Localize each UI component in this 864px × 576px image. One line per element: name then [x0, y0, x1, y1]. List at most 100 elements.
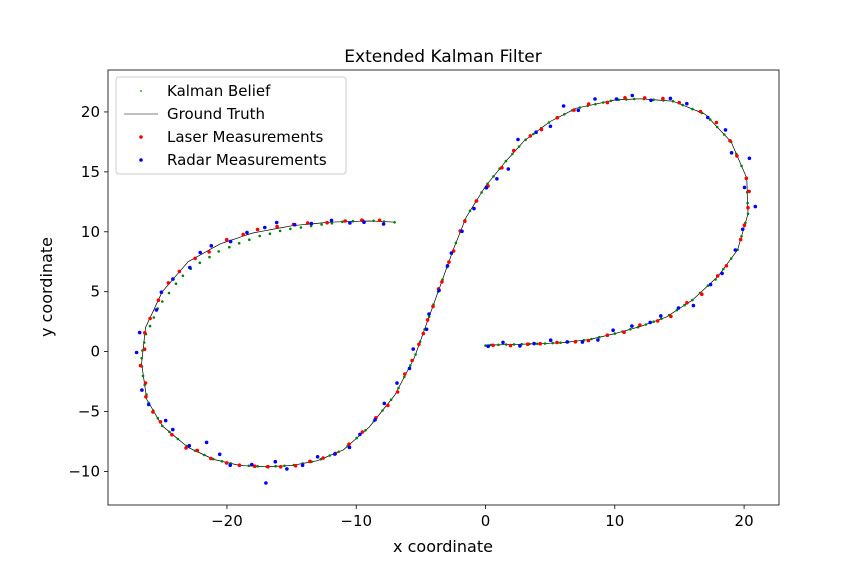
radar-measurement-point — [565, 340, 569, 344]
kalman-belief-point — [504, 343, 508, 346]
laser-measurement-point — [746, 205, 750, 210]
radar-measurement-point — [596, 338, 600, 342]
kalman-belief-point — [746, 212, 750, 216]
y-axis-ticks: −10 −5 0 5 10 15 20 — [68, 103, 108, 480]
radar-measurement-point — [407, 366, 412, 371]
kalman-belief-point — [468, 209, 472, 213]
kalman-belief-point — [397, 386, 400, 390]
legend-box — [115, 76, 347, 175]
kalman-belief-point — [351, 219, 355, 223]
kalman-belief-point — [364, 429, 367, 432]
laser-measurement-point — [735, 154, 739, 158]
radar-measurement-point — [445, 264, 450, 268]
radar-measurement-point — [516, 137, 520, 142]
kalman-belief-point — [141, 374, 145, 378]
x-tick-label: 0 — [481, 512, 491, 530]
x-axis-label: x coordinate — [393, 537, 493, 556]
kalman-belief-point — [715, 125, 719, 129]
kalman-belief-point — [706, 284, 710, 288]
radar-measurement-point — [501, 340, 505, 345]
radar-measurement-point — [217, 452, 222, 457]
kalman-belief-point — [161, 300, 164, 303]
radar-measurement-point — [706, 115, 710, 120]
kalman-belief-point — [152, 316, 156, 319]
kalman-belief-point — [535, 342, 539, 346]
laser-measurement-point — [193, 256, 197, 261]
laser-measurement-point — [177, 269, 182, 274]
kalman-belief-point — [671, 99, 675, 103]
kalman-belief-point — [330, 222, 334, 225]
kalman-belief-point — [636, 325, 640, 329]
kalman-belief-point — [148, 324, 152, 328]
kalman-belief-point — [598, 335, 601, 339]
x-tick-label: 10 — [605, 512, 624, 530]
laser-measurement-point — [252, 464, 257, 469]
radar-measurement-point — [362, 220, 366, 224]
radar-measurement-point — [668, 96, 673, 101]
kalman-belief-point — [729, 257, 733, 260]
laser-measurement-point — [555, 115, 560, 120]
legend-marker-radar — [139, 158, 143, 162]
legend-label-radar: Radar Measurements — [167, 151, 327, 169]
kalman-belief-point — [454, 241, 458, 245]
kalman-belief-point — [382, 220, 386, 223]
laser-measurement-point — [138, 363, 143, 368]
radar-measurement-point — [347, 445, 352, 450]
radar-measurement-point — [449, 251, 454, 255]
kalman-belief-point — [590, 337, 593, 341]
radar-measurement-point — [395, 381, 399, 385]
radar-measurement-point — [264, 481, 268, 485]
kalman-belief-point — [601, 101, 605, 104]
laser-measurement-point — [747, 189, 751, 194]
laser-measurement-point — [144, 395, 148, 399]
kalman-belief-point — [217, 250, 220, 253]
kalman-belief-point — [161, 424, 164, 428]
kalman-belief-point — [632, 97, 636, 101]
kalman-belief-point — [497, 343, 500, 347]
kalman-belief-point — [740, 235, 743, 238]
radar-measurement-point — [381, 222, 386, 226]
laser-measurement-point — [714, 120, 719, 125]
laser-measurement-point — [207, 250, 211, 254]
laser-measurement-point — [156, 298, 161, 303]
kalman-belief-point — [381, 409, 384, 412]
kalman-belief-point — [181, 274, 185, 278]
laser-measurement-point — [661, 96, 665, 101]
kalman-belief-point — [609, 99, 613, 103]
laser-measurement-point — [224, 237, 229, 242]
kalman-belief-point — [691, 298, 694, 302]
laser-measurement-point — [500, 165, 504, 170]
radar-measurement-point — [649, 98, 653, 103]
y-tick-label: 5 — [90, 283, 100, 301]
kalman-belief-point — [409, 364, 412, 367]
radar-measurement-point — [292, 222, 297, 227]
laser-measurement-point — [305, 221, 310, 225]
radar-measurement-point — [154, 308, 159, 312]
laser-measurement-point — [425, 318, 430, 322]
laser-measurement-point — [605, 333, 610, 338]
radar-measurement-point — [495, 177, 499, 181]
kalman-belief-point — [740, 164, 743, 168]
kalman-belief-point — [578, 106, 582, 109]
laser-measurement-point — [698, 109, 703, 114]
radar-measurement-point — [358, 432, 362, 437]
laser-measurement-point — [308, 459, 312, 464]
radar-measurement-point — [593, 97, 597, 101]
laser-measurement-point — [143, 331, 147, 335]
radar-measurement-point — [437, 288, 441, 293]
kalman-belief-point — [708, 118, 712, 121]
radar-measurement-point — [742, 185, 747, 190]
laser-measurement-point — [447, 260, 451, 264]
laser-measurement-point — [715, 274, 720, 278]
radar-measurement-point — [204, 440, 209, 445]
laser-measurement-point — [237, 463, 242, 468]
laser-measurement-point — [209, 456, 213, 461]
legend-label-ground-truth: Ground Truth — [167, 105, 265, 123]
kalman-belief-point — [492, 175, 495, 178]
laser-measurements-layer — [138, 96, 751, 469]
radar-measurement-point — [329, 218, 334, 223]
kalman-belief-point — [208, 255, 211, 259]
laser-measurement-point — [360, 430, 365, 434]
laser-measurement-point — [293, 464, 298, 468]
kalman-belief-point — [372, 219, 375, 223]
